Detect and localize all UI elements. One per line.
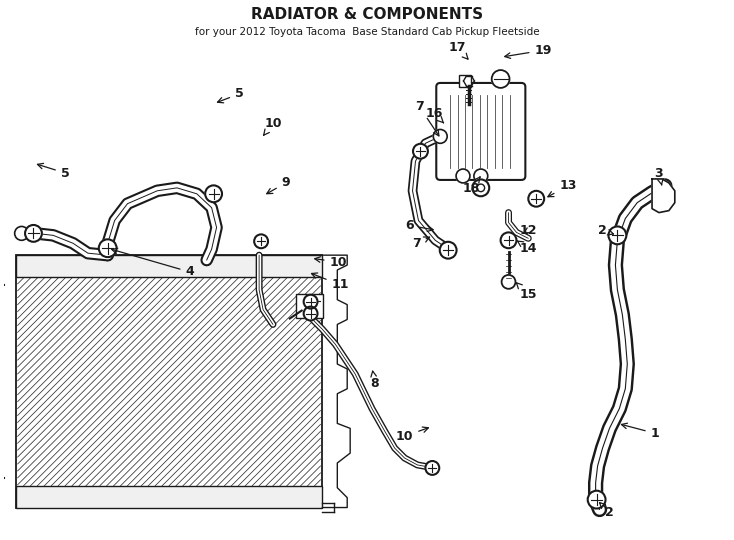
Circle shape [25,225,42,242]
FancyBboxPatch shape [436,83,526,180]
Circle shape [501,232,517,248]
Text: 18: 18 [462,177,480,195]
Text: 5: 5 [37,164,70,179]
Text: 17: 17 [448,41,468,59]
Text: 10: 10 [396,427,429,443]
Circle shape [492,70,509,88]
Circle shape [304,295,318,308]
Circle shape [99,239,117,257]
Circle shape [528,191,544,207]
Bar [459,75,471,87]
Text: 13: 13 [548,179,577,197]
Circle shape [254,234,268,248]
Text: 5: 5 [217,87,244,103]
Text: 9: 9 [266,177,290,194]
Bar [15,255,322,508]
Text: 3: 3 [655,166,664,185]
Text: 14: 14 [517,240,537,255]
Circle shape [473,179,490,196]
Text: 8: 8 [371,371,379,390]
Text: for your 2012 Toyota Tacoma  Base Standard Cab Pickup Fleetside: for your 2012 Toyota Tacoma Base Standar… [195,28,539,37]
Text: 16: 16 [426,107,443,123]
Circle shape [608,226,626,244]
Text: 10: 10 [315,255,347,268]
Circle shape [413,144,428,159]
Text: 7: 7 [412,237,429,250]
Text: 7: 7 [415,100,439,136]
Bar [296,294,324,319]
Circle shape [588,491,606,509]
Text: 12: 12 [520,224,537,237]
Circle shape [15,226,29,240]
Circle shape [474,169,488,183]
Text: 11: 11 [311,273,349,292]
Circle shape [426,461,439,475]
Circle shape [440,242,457,259]
Circle shape [456,169,470,183]
Polygon shape [652,179,675,213]
Text: 6: 6 [405,219,433,232]
Circle shape [433,130,447,143]
Bar [15,255,322,277]
Text: 19: 19 [505,44,552,58]
Text: 15: 15 [517,283,537,301]
Circle shape [501,275,515,289]
Bar [15,486,322,508]
Text: 1: 1 [622,423,659,440]
Circle shape [206,185,222,202]
Circle shape [304,307,318,320]
Text: RADIATOR & COMPONENTS: RADIATOR & COMPONENTS [251,7,483,22]
Text: 10: 10 [264,117,282,136]
Text: 2: 2 [598,224,614,237]
Text: 2: 2 [600,503,614,519]
Text: 4: 4 [112,248,195,279]
